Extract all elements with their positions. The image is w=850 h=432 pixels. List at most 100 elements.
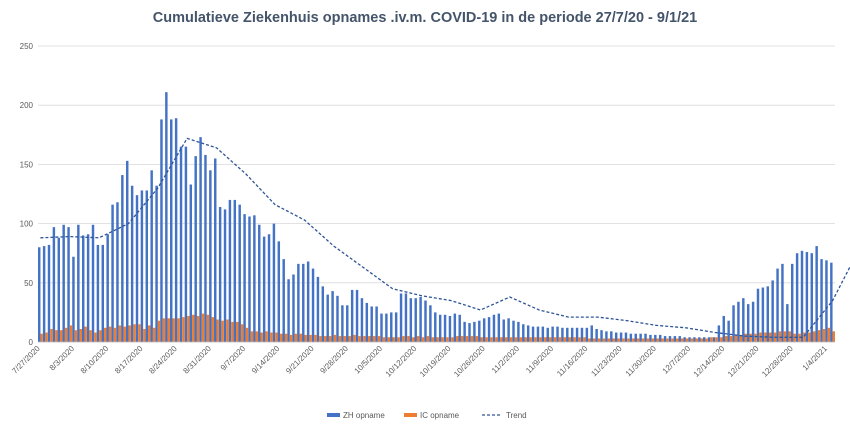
zh-bar bbox=[448, 315, 452, 342]
ic-bar bbox=[157, 320, 161, 342]
ic-bar bbox=[60, 330, 63, 342]
zh-bar bbox=[830, 262, 833, 342]
x-tick-label: 12/28/2020 bbox=[760, 344, 795, 379]
ic-bar bbox=[680, 338, 684, 342]
zh-bar bbox=[341, 305, 344, 342]
ic-bar bbox=[627, 338, 630, 342]
x-tick-label: 10/19/2020 bbox=[418, 344, 453, 379]
zh-bar bbox=[135, 195, 139, 342]
zh-bar bbox=[644, 333, 647, 342]
zh-bar bbox=[722, 315, 725, 342]
zh-bar bbox=[346, 305, 349, 342]
ic-bar bbox=[495, 337, 498, 342]
ic-bar bbox=[676, 338, 679, 342]
ic-bar bbox=[309, 334, 312, 342]
ic-bar bbox=[294, 333, 298, 342]
zh-bar bbox=[106, 234, 109, 342]
zh-bar bbox=[473, 321, 476, 342]
ic-bar bbox=[480, 337, 483, 342]
ic-bar bbox=[162, 318, 166, 342]
zh-bar bbox=[350, 289, 354, 342]
ic-bar bbox=[211, 317, 215, 342]
zh-bar bbox=[810, 253, 813, 342]
zh-bar bbox=[380, 313, 383, 342]
zh-bar bbox=[91, 224, 95, 342]
zh-bar bbox=[556, 326, 559, 342]
zh-bar bbox=[639, 333, 642, 342]
y-tick-label: 50 bbox=[24, 279, 33, 288]
zh-bar bbox=[742, 298, 745, 342]
zh-bar bbox=[233, 199, 237, 342]
zh-bar bbox=[424, 300, 427, 342]
zh-bar bbox=[590, 325, 593, 342]
zh-bar bbox=[38, 247, 41, 342]
zh-bar bbox=[624, 332, 628, 342]
zh-bar bbox=[297, 263, 300, 342]
zh-bar bbox=[365, 302, 369, 342]
ic-bar bbox=[456, 336, 459, 342]
zh-bar bbox=[761, 287, 765, 342]
zh-bar bbox=[316, 276, 320, 342]
ic-bar bbox=[500, 337, 503, 342]
ic-bar bbox=[143, 328, 146, 342]
zh-bar bbox=[453, 313, 457, 342]
ic-bar bbox=[187, 315, 190, 342]
zh-bar bbox=[272, 223, 276, 342]
ic-bar bbox=[548, 337, 552, 342]
ic-bar bbox=[529, 337, 532, 342]
ic-bar bbox=[299, 333, 303, 342]
y-tick-label: 200 bbox=[20, 101, 34, 110]
x-tick-label: 10/12/2020 bbox=[384, 344, 419, 379]
ic-bar bbox=[113, 327, 117, 342]
ic-bar bbox=[333, 334, 337, 342]
ic-bar bbox=[671, 338, 674, 342]
zh-bar bbox=[204, 154, 207, 342]
zh-bar bbox=[306, 261, 310, 342]
zh-bar bbox=[541, 326, 545, 342]
zh-bar bbox=[155, 185, 158, 342]
ic-bar bbox=[519, 337, 523, 342]
ic-bar bbox=[387, 337, 391, 342]
ic-bar bbox=[651, 338, 655, 342]
zh-bar bbox=[267, 234, 271, 342]
ic-bar bbox=[431, 337, 435, 342]
zh-bar bbox=[82, 235, 85, 342]
ic-bar bbox=[470, 336, 474, 342]
ic-bar bbox=[231, 321, 234, 342]
x-tick-label: 8/24/2020 bbox=[147, 344, 179, 376]
zh-bar bbox=[678, 336, 681, 342]
ic-bar bbox=[55, 330, 58, 342]
ic-bar bbox=[382, 337, 386, 342]
ic-bar bbox=[412, 337, 415, 342]
zh-bar bbox=[536, 326, 540, 342]
ic-bar bbox=[289, 334, 293, 342]
ic-bar bbox=[729, 336, 733, 342]
ic-bar bbox=[583, 337, 586, 342]
ic-bar bbox=[817, 330, 821, 342]
ic-bar bbox=[578, 337, 581, 342]
chart-title: Cumulatieve Ziekenhuis opnames .iv.m. CO… bbox=[153, 10, 697, 26]
zh-bar bbox=[815, 246, 818, 342]
zh-bar bbox=[77, 224, 80, 342]
ic-bar bbox=[216, 319, 219, 342]
ic-bar bbox=[201, 313, 205, 342]
ic-bar bbox=[94, 332, 97, 342]
zh-bar bbox=[42, 246, 46, 342]
ic-bar bbox=[812, 331, 816, 342]
zh-bar bbox=[179, 146, 183, 342]
zh-bar bbox=[429, 305, 432, 342]
ic-bar bbox=[108, 326, 112, 342]
ic-bar bbox=[240, 324, 244, 342]
ic-bar bbox=[573, 337, 576, 342]
zh-bar bbox=[336, 295, 339, 342]
legend-swatch bbox=[404, 413, 417, 417]
zh-bar bbox=[375, 306, 378, 342]
ic-bar bbox=[646, 338, 650, 342]
zh-bar bbox=[238, 204, 241, 342]
zh-bar bbox=[658, 334, 662, 342]
x-tick-label: 8/31/2020 bbox=[181, 344, 213, 376]
ic-bar bbox=[128, 325, 131, 342]
zh-bar bbox=[86, 234, 90, 342]
zh-bar bbox=[184, 146, 188, 342]
zh-bar bbox=[781, 263, 784, 342]
